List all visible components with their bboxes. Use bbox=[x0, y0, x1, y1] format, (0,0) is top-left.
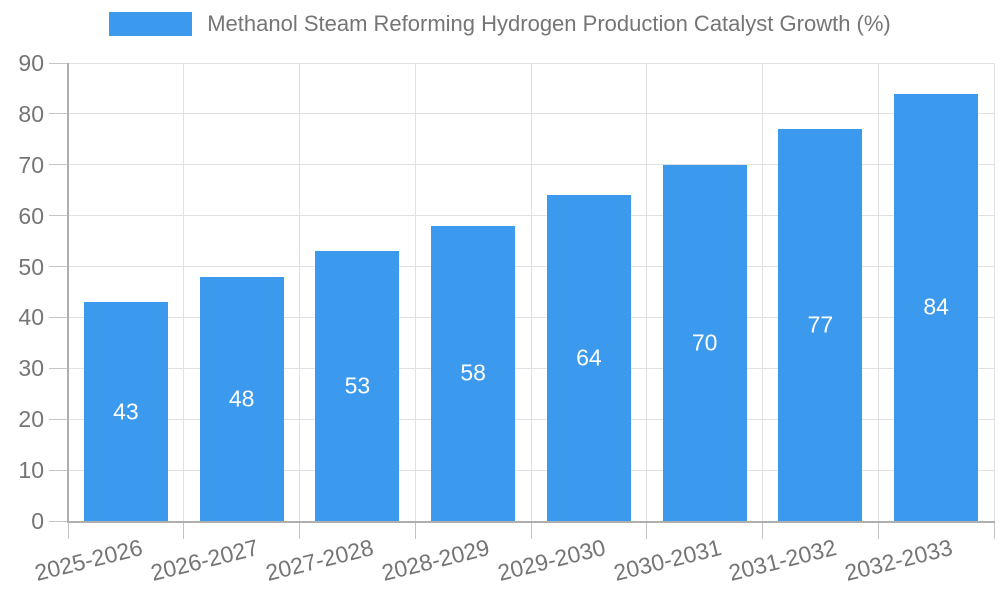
x-axis-tick bbox=[530, 521, 532, 539]
legend-label: Methanol Steam Reforming Hydrogen Produc… bbox=[207, 11, 891, 36]
x-axis-tick bbox=[646, 521, 648, 539]
y-tick-label: 20 bbox=[18, 406, 44, 433]
gridline-v bbox=[877, 63, 879, 521]
legend-swatch bbox=[109, 12, 193, 36]
x-tick-label: 2026-2027 bbox=[147, 534, 261, 586]
y-axis-tick bbox=[49, 316, 68, 318]
y-tick-label: 60 bbox=[18, 202, 44, 229]
gridline-v bbox=[530, 63, 532, 521]
bar-value-label: 48 bbox=[228, 385, 255, 412]
x-tick-label: 2028-2029 bbox=[379, 534, 493, 586]
y-tick-label: 50 bbox=[18, 253, 44, 280]
gridline-v bbox=[183, 63, 185, 521]
x-axis-tick bbox=[414, 521, 416, 539]
x-tick-label: 2032-2033 bbox=[842, 534, 956, 586]
y-tick-label: 70 bbox=[18, 151, 44, 178]
x-axis-tick bbox=[877, 521, 879, 539]
y-tick-label: 10 bbox=[18, 457, 44, 484]
bar[interactable] bbox=[894, 93, 979, 521]
x-axis-line bbox=[67, 521, 995, 523]
gridline-v bbox=[299, 63, 300, 521]
y-axis-tick bbox=[49, 113, 68, 115]
x-axis-tick bbox=[299, 521, 300, 539]
bar-value-label: 58 bbox=[460, 359, 486, 386]
bar[interactable] bbox=[431, 225, 516, 521]
y-axis-line bbox=[67, 63, 69, 521]
bar[interactable] bbox=[662, 164, 747, 521]
gridline-v bbox=[993, 63, 995, 521]
y-axis-tick bbox=[49, 469, 68, 471]
x-axis-tick bbox=[762, 521, 763, 539]
y-tick-label: 30 bbox=[18, 355, 44, 382]
x-tick-label: 2031-2032 bbox=[726, 534, 840, 586]
gridline-v bbox=[762, 63, 763, 521]
bar-value-label: 77 bbox=[807, 311, 834, 338]
y-tick-label: 0 bbox=[31, 508, 44, 534]
bar-value-label: 84 bbox=[923, 293, 949, 320]
bar-value-label: 70 bbox=[691, 329, 718, 356]
x-tick-label: 2029-2030 bbox=[494, 534, 608, 586]
bar[interactable] bbox=[199, 276, 284, 521]
gridline-v bbox=[646, 63, 648, 521]
gridline-v bbox=[414, 63, 416, 521]
bar-value-label: 43 bbox=[113, 398, 139, 425]
x-axis-tick bbox=[183, 521, 185, 539]
x-axis-tick bbox=[67, 521, 69, 539]
y-axis-tick bbox=[49, 367, 68, 369]
bar[interactable] bbox=[83, 302, 168, 521]
y-axis-tick bbox=[49, 520, 68, 522]
y-tick-label: 80 bbox=[18, 100, 44, 127]
y-axis-tick bbox=[49, 62, 68, 64]
x-axis-tick bbox=[993, 521, 995, 539]
x-tick-label: 2027-2028 bbox=[263, 534, 377, 586]
bar[interactable] bbox=[778, 129, 863, 521]
x-tick-label: 2030-2031 bbox=[610, 534, 724, 586]
bar-value-label: 53 bbox=[344, 372, 371, 399]
y-axis-tick bbox=[49, 164, 68, 166]
y-tick-label: 40 bbox=[18, 304, 44, 331]
bar-value-label: 64 bbox=[576, 344, 602, 371]
legend[interactable]: Methanol Steam Reforming Hydrogen Produc… bbox=[0, 0, 1000, 48]
y-axis-tick bbox=[49, 266, 68, 268]
x-tick-label: 2025-2026 bbox=[31, 534, 145, 586]
y-axis-tick bbox=[49, 418, 68, 420]
y-tick-label: 90 bbox=[18, 50, 44, 76]
bar[interactable] bbox=[315, 251, 400, 521]
bar[interactable] bbox=[546, 195, 631, 521]
y-axis-tick bbox=[49, 215, 68, 217]
